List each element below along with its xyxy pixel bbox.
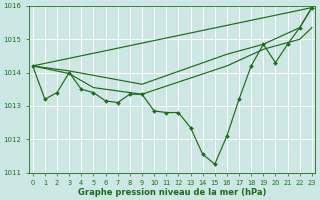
X-axis label: Graphe pression niveau de la mer (hPa): Graphe pression niveau de la mer (hPa)	[78, 188, 267, 197]
